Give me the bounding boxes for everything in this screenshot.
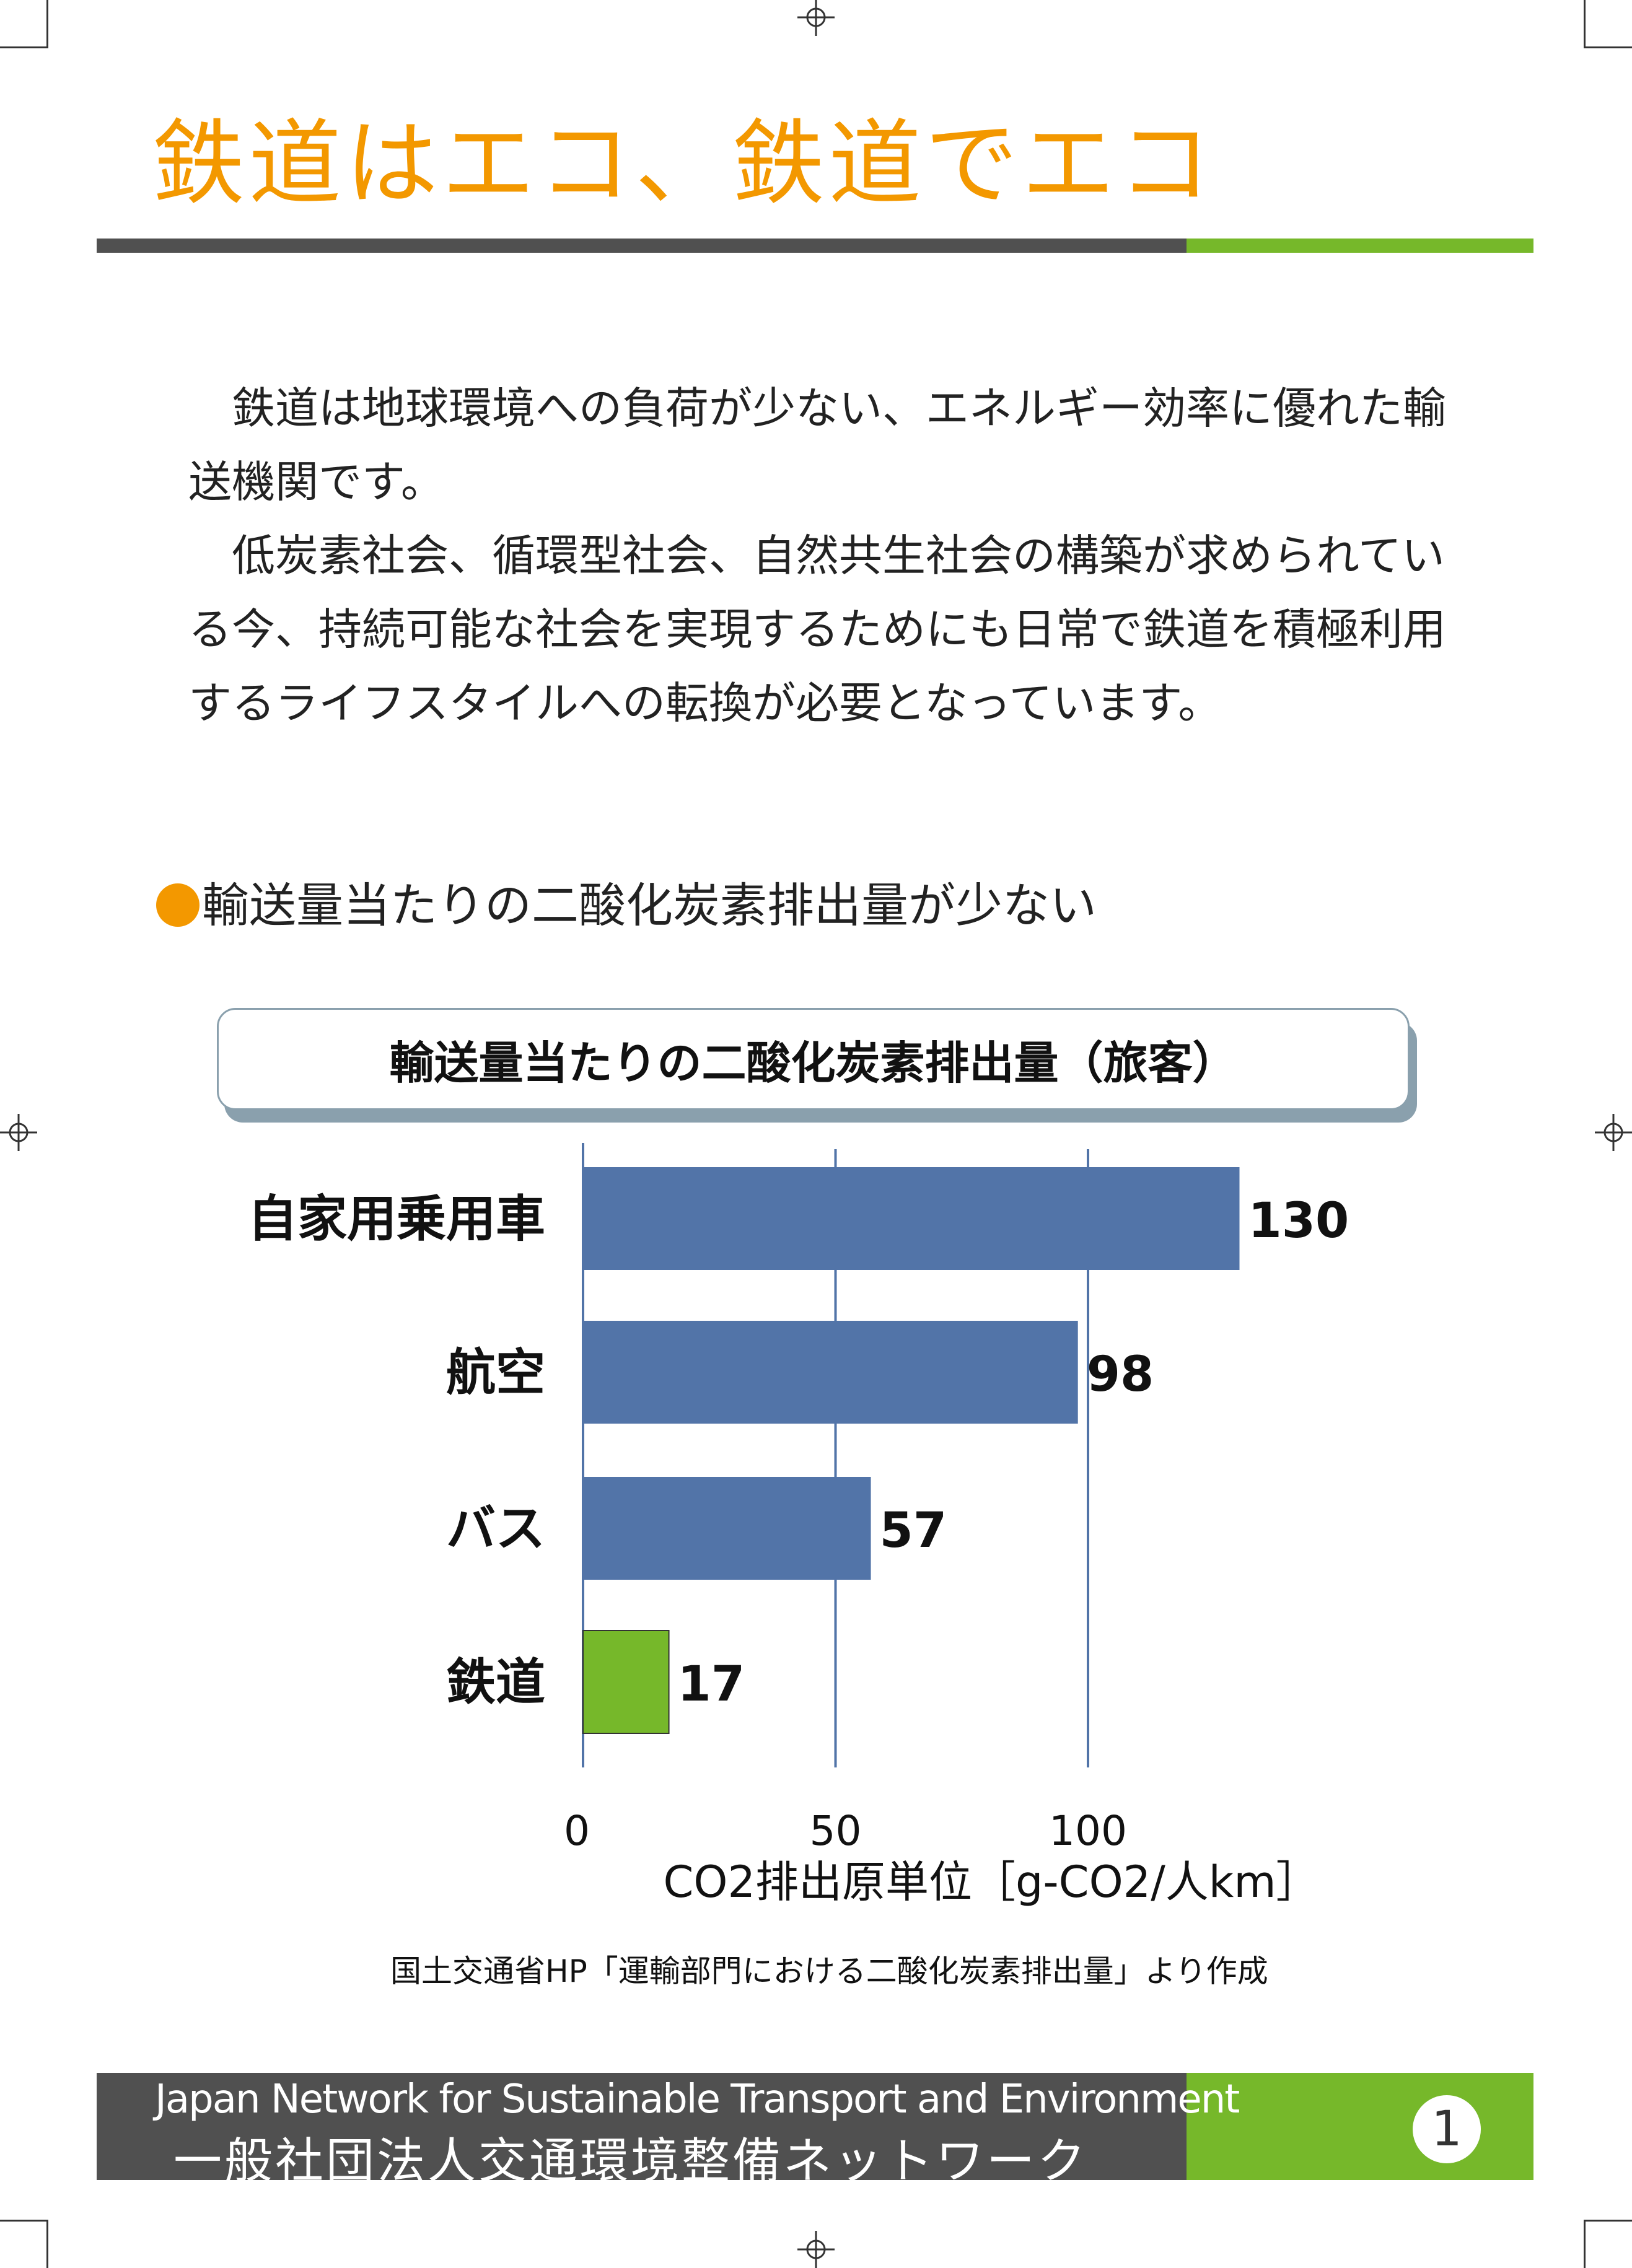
data-label: 130 [1248, 1193, 1349, 1249]
bullet-icon [156, 883, 200, 927]
crop-mark [1584, 2220, 1586, 2268]
crop-mark [1584, 0, 1586, 48]
x-tick-label: 100 [1049, 1807, 1127, 1855]
page-number: 1 [1413, 2095, 1481, 2163]
category-label: 自家用乗用車 [248, 1190, 545, 1248]
crop-mark [1584, 2220, 1632, 2222]
section-heading: 輸送量当たりの二酸化炭素排出量が少ない [156, 867, 1097, 935]
x-tick-label: 50 [810, 1807, 862, 1855]
bar [582, 1630, 670, 1734]
title-rule-dark [97, 239, 1187, 253]
footer-bar [97, 2073, 1187, 2180]
intro-paragraph: 低炭素社会、循環型社会、自然共生社会の構築が求められている今、持続可能な社会を実… [188, 530, 1446, 729]
bar [583, 1167, 1240, 1270]
x-axis-label: CO2排出原単位［g-CO2/人km］ [663, 1857, 1319, 1907]
source-note: 国土交通省HP「運輸部門における二酸化炭素排出量」より作成 [390, 1953, 1268, 1989]
intro-text: 鉄道は地球環境への負荷が少ない、エネルギー効率に優れた輸送機関です。 低炭素社会… [188, 372, 1477, 740]
category-label: 鉄道 [446, 1653, 545, 1711]
intro-paragraph: 鉄道は地球環境への負荷が少ない、エネルギー効率に優れた輸送機関です。 [188, 383, 1446, 507]
crop-mark [1584, 46, 1632, 48]
bar [583, 1477, 871, 1580]
crop-mark [46, 0, 48, 48]
footer-org-ja: 一般社団法人交通環境整備ネットワーク [173, 2134, 1089, 2189]
data-label: 98 [1087, 1347, 1154, 1403]
chart-title-box: 輸送量当たりの二酸化炭素排出量（旅客） [217, 1008, 1410, 1110]
crop-mark [0, 46, 48, 48]
data-label: 17 [678, 1657, 745, 1712]
title-rule-green [1187, 239, 1533, 253]
category-label: 航空 [446, 1344, 545, 1401]
x-tick-label: 0 [564, 1807, 590, 1855]
crop-mark [46, 2220, 48, 2268]
section-heading-text: 輸送量当たりの二酸化炭素排出量が少ない [202, 878, 1097, 933]
crop-mark [0, 2220, 48, 2222]
category-label: バス [446, 1500, 545, 1557]
footer-org-en: Japan Network for Sustainable Transport … [155, 2077, 1240, 2122]
data-label: 57 [880, 1503, 947, 1559]
chart-title: 輸送量当たりの二酸化炭素排出量（旅客） [389, 1037, 1237, 1089]
bar [583, 1321, 1078, 1424]
page-title: 鉄道はエコ、鉄道でエコ [152, 110, 1216, 218]
